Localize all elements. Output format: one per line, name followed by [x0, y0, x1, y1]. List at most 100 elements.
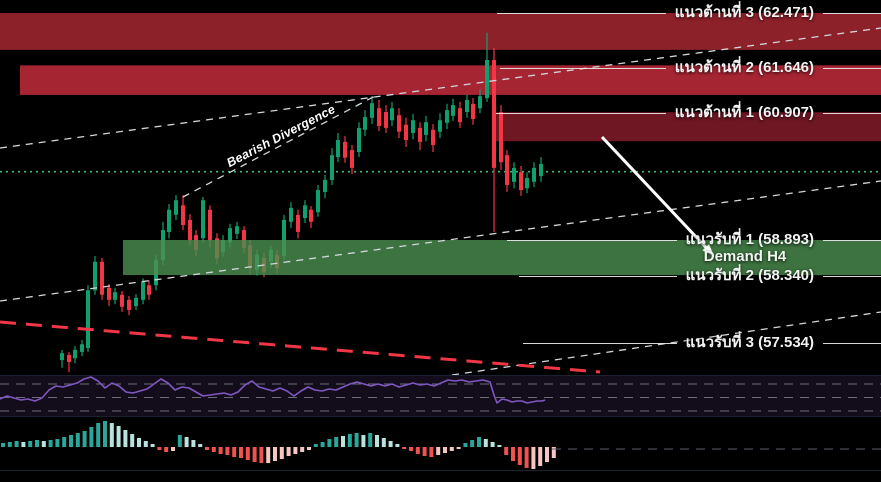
level-line-right — [823, 239, 881, 241]
macd-histogram-bar — [429, 447, 434, 457]
candle-body — [289, 207, 293, 222]
macd-histogram-bar — [266, 447, 271, 463]
candle-body — [296, 214, 300, 232]
candle-body — [445, 110, 449, 123]
candle-body — [60, 353, 64, 361]
macd-histogram-bar — [443, 447, 447, 453]
bearish-divergence-line — [182, 94, 378, 198]
macd-histogram-bar — [436, 447, 441, 455]
macd-histogram-bar — [279, 447, 284, 459]
candle-body — [370, 103, 374, 118]
candle-body — [350, 150, 354, 168]
candle-body — [228, 228, 232, 243]
macd-histogram-bar — [14, 441, 19, 447]
macd-histogram-bar — [477, 437, 481, 447]
macd-histogram-bar — [354, 433, 359, 447]
candle-body — [208, 209, 212, 241]
resistance-zone-3 — [0, 13, 881, 50]
macd-histogram-bar — [511, 447, 515, 461]
candle-body — [303, 205, 307, 218]
candle-body — [174, 200, 178, 215]
macd-histogram-bar — [375, 435, 379, 447]
support-3-label-row: แนวรับที่ 3 (57.534) — [523, 334, 881, 352]
macd-histogram-bar — [89, 427, 94, 447]
level-line-left — [507, 239, 677, 241]
macd-histogram-bar — [191, 440, 196, 447]
macd-histogram-bar — [456, 447, 461, 449]
macd-histogram-bar — [164, 447, 169, 452]
candle-body — [80, 344, 84, 352]
candle-body — [404, 124, 408, 140]
resistance-zone-1 — [496, 112, 881, 142]
macd-histogram-bar — [531, 447, 536, 469]
support-3-label: แนวรับที่ 3 (57.534) — [685, 334, 814, 351]
macd-histogram-bar — [293, 447, 298, 454]
candle-body — [478, 96, 482, 109]
macd-histogram-bar — [116, 426, 121, 447]
rsi-line — [0, 376, 546, 404]
macd-histogram-bar — [21, 442, 26, 447]
candle-body — [384, 112, 388, 128]
candle-body — [67, 355, 71, 363]
macd-histogram-bar — [463, 443, 468, 447]
candle-body — [134, 297, 138, 307]
level-line-left — [500, 67, 666, 69]
resistance-3-label-row: แนวต้านที่ 3 (62.471) — [497, 4, 881, 22]
macd-histogram-bar — [205, 447, 209, 450]
candle-body — [330, 155, 334, 180]
candle-body — [431, 129, 435, 146]
macd-histogram-bar — [239, 447, 243, 458]
macd-histogram-bar — [7, 442, 12, 447]
macd-histogram-bar — [273, 447, 277, 461]
candle-body — [120, 294, 124, 307]
candle-body — [505, 155, 509, 186]
candle-body — [323, 179, 327, 192]
candle-body — [188, 219, 192, 241]
mid-ascending-line — [0, 180, 881, 302]
macd-histogram-bar — [307, 447, 311, 450]
resistance-1-label-row: แนวต้านที่ 1 (60.907) — [496, 104, 881, 122]
candle-body — [113, 292, 117, 300]
candle-body — [492, 60, 496, 168]
candle-body — [424, 122, 428, 135]
macd-histogram-bar — [313, 444, 318, 447]
candle-body — [532, 167, 536, 182]
candle-body — [465, 99, 469, 113]
macd-histogram-bar — [259, 447, 264, 463]
descending-red-line — [0, 320, 601, 374]
macd-histogram-bar — [218, 447, 223, 454]
resistance-2-label-row: แนวต้านที่ 2 (61.646) — [500, 59, 881, 77]
macd-histogram-bar — [69, 435, 73, 447]
resistance-zone-2 — [20, 65, 881, 95]
level-line-right — [823, 112, 881, 114]
macd-histogram-bar — [470, 440, 475, 447]
candle-body — [201, 200, 205, 239]
candle-body — [451, 105, 455, 116]
macd-histogram-bar — [252, 447, 257, 462]
candle-body — [418, 127, 422, 142]
macd-histogram-bar — [422, 447, 427, 456]
candle-body — [363, 117, 367, 130]
candle-body — [357, 127, 361, 153]
macd-histogram-bar — [109, 423, 114, 447]
macd-histogram-bar — [157, 447, 162, 450]
level-line-left — [497, 12, 666, 14]
macd-histogram-bar — [320, 442, 325, 447]
candle-body — [343, 141, 347, 158]
macd-histogram-bar — [143, 441, 148, 447]
demand-zone-h4 — [123, 240, 881, 276]
candle-body — [127, 299, 131, 310]
candle-body — [525, 178, 529, 189]
macd-histogram-bar — [55, 439, 60, 447]
macd-histogram-bar — [538, 447, 543, 466]
resistance-2-label: แนวต้านที่ 2 (61.646) — [674, 59, 814, 76]
macd-histogram-bar — [402, 447, 407, 449]
macd-histogram-bar — [286, 447, 291, 456]
macd-histogram-bar — [28, 441, 33, 447]
candle-body — [107, 287, 111, 300]
level-line-left — [523, 342, 677, 344]
support-1-label: แนวรับที่ 1 (58.893) — [685, 231, 814, 248]
macd-histogram-bar — [35, 440, 39, 447]
